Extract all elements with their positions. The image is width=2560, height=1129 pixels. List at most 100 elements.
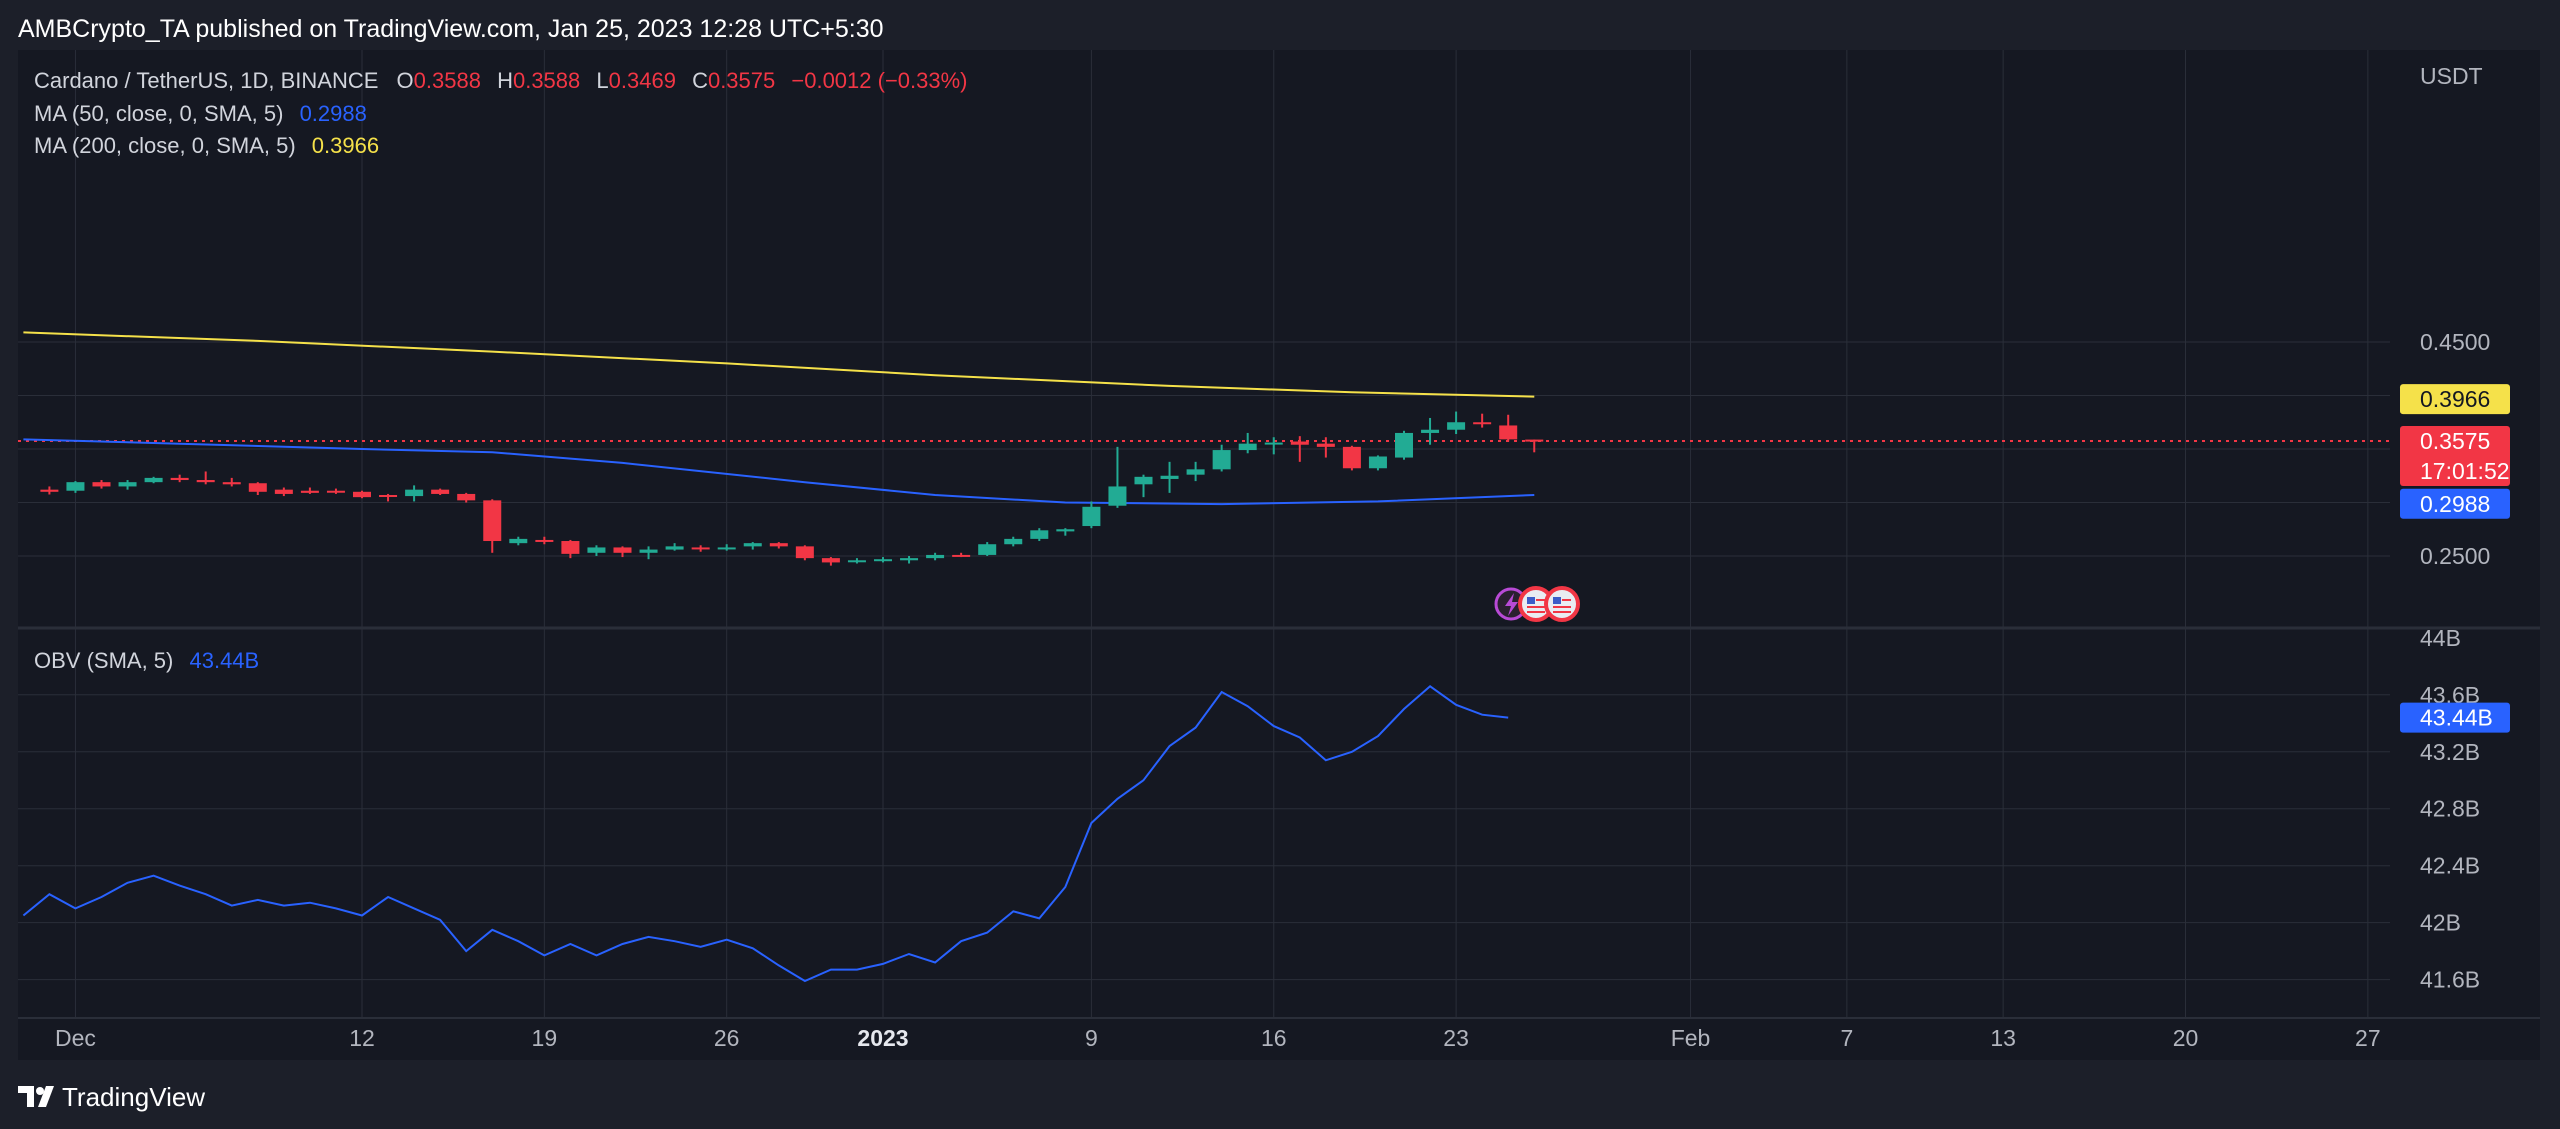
time-tick-label: 13 bbox=[1990, 1025, 2016, 1051]
legend-obv-label: OBV (SMA, 5) bbox=[34, 648, 173, 673]
candle bbox=[743, 542, 762, 550]
candle-body bbox=[222, 482, 241, 485]
obv-tag: 43.44B bbox=[2400, 702, 2510, 733]
obv-tick-label: 42.4B bbox=[2420, 853, 2480, 879]
candle-body bbox=[431, 489, 450, 494]
candle bbox=[405, 485, 424, 502]
candle-body bbox=[248, 483, 267, 492]
candle-body bbox=[326, 490, 345, 493]
ma200-tag: 0.3966 bbox=[2400, 384, 2510, 415]
candle-body bbox=[587, 547, 606, 553]
candle bbox=[326, 488, 345, 494]
candle-body bbox=[900, 558, 919, 561]
event-icons[interactable] bbox=[1494, 586, 1580, 622]
legend-main[interactable]: Cardano / TetherUS, 1D, BINANCE O0.3588 … bbox=[34, 68, 968, 93]
candle-body bbox=[379, 495, 398, 498]
legend-o-label: O bbox=[397, 68, 414, 93]
ma50-line bbox=[23, 438, 1535, 506]
tradingview-logo[interactable]: TradingView bbox=[18, 1082, 205, 1112]
candle-body bbox=[1525, 439, 1544, 442]
legend-ma200[interactable]: MA (200, close, 0, SMA, 5) 0.3966 bbox=[34, 133, 379, 158]
candle bbox=[1082, 501, 1101, 529]
candle bbox=[379, 493, 398, 502]
candle-body bbox=[1082, 506, 1101, 527]
price-axis[interactable]: 0.4500 0.2500 bbox=[2420, 329, 2490, 569]
candle-body bbox=[639, 549, 658, 553]
obv-layer bbox=[22, 685, 1509, 983]
candle bbox=[196, 471, 215, 485]
obv-tick-label: 42B bbox=[2420, 910, 2461, 936]
axis-tags: 0.3966 0.3575 17:01:52 0.2988 43.44B bbox=[2400, 384, 2510, 733]
candle bbox=[978, 542, 997, 556]
candle bbox=[66, 481, 85, 493]
candle-body bbox=[1108, 486, 1127, 506]
price-tick-label: 0.4500 bbox=[2420, 329, 2490, 355]
obv-tick-label: 44B bbox=[2420, 625, 2461, 651]
candle bbox=[795, 545, 814, 561]
candle bbox=[587, 545, 606, 556]
ma200-tag-text: 0.3966 bbox=[2420, 386, 2490, 412]
candle bbox=[874, 557, 892, 563]
time-tick-label: 7 bbox=[1840, 1025, 1853, 1051]
legend-ma50-value: 0.2988 bbox=[300, 101, 367, 126]
legend-ma200-value: 0.3966 bbox=[312, 133, 379, 158]
candle-body bbox=[1342, 446, 1361, 469]
us-flag-event-icon[interactable] bbox=[1544, 586, 1580, 622]
candle bbox=[248, 482, 267, 496]
candle-body bbox=[1004, 538, 1023, 545]
candle bbox=[144, 476, 163, 484]
candle bbox=[639, 546, 658, 560]
candle bbox=[118, 480, 137, 490]
candle bbox=[457, 492, 476, 503]
candle bbox=[1473, 413, 1492, 428]
candle bbox=[1499, 414, 1518, 442]
candle bbox=[1056, 528, 1075, 536]
candle bbox=[170, 474, 189, 483]
time-tick-label: 2023 bbox=[857, 1025, 908, 1051]
candle-body bbox=[665, 546, 684, 550]
footer-brand: TradingView bbox=[62, 1082, 205, 1112]
candle bbox=[1108, 446, 1127, 508]
candle bbox=[613, 546, 632, 558]
candle-body bbox=[1447, 422, 1466, 430]
last-price-tag-bg bbox=[2400, 425, 2510, 486]
obv-line bbox=[22, 685, 1509, 983]
candle bbox=[900, 556, 919, 564]
candle-body bbox=[66, 482, 85, 491]
legend-ma50[interactable]: MA (50, close, 0, SMA, 5) 0.2988 bbox=[34, 101, 367, 126]
legend-l-value: 0.3469 bbox=[609, 68, 676, 93]
legend-obv[interactable]: OBV (SMA, 5) 43.44B bbox=[34, 648, 259, 673]
time-tick-label: 23 bbox=[1443, 1025, 1469, 1051]
legend-symbol: Cardano / TetherUS, 1D, BINANCE bbox=[34, 68, 378, 93]
ma200-line bbox=[23, 331, 1535, 398]
candle-body bbox=[795, 546, 814, 559]
candle-body bbox=[1499, 425, 1518, 440]
candle-body bbox=[196, 480, 215, 483]
candle bbox=[665, 543, 684, 551]
last-price-tag-text: 0.3575 bbox=[2420, 428, 2490, 454]
candle-body bbox=[118, 482, 137, 487]
candle-body bbox=[483, 500, 502, 542]
candle-body bbox=[1421, 429, 1440, 433]
candle bbox=[1447, 411, 1466, 435]
time-tick-label: Dec bbox=[55, 1025, 96, 1051]
time-axis[interactable]: Dec 12 19 26 2023 9 16 23 Feb 7 13 20 27 bbox=[55, 1025, 2381, 1051]
candle bbox=[1395, 430, 1413, 460]
candle bbox=[847, 558, 866, 564]
candle-body bbox=[561, 541, 580, 554]
candle-body bbox=[691, 547, 710, 550]
candle bbox=[1525, 439, 1544, 453]
candle bbox=[1368, 455, 1387, 471]
candle-body bbox=[821, 558, 840, 563]
time-tick-label: 16 bbox=[1261, 1025, 1287, 1051]
ma200-tag-bg bbox=[2400, 384, 2510, 415]
candle bbox=[1004, 536, 1023, 547]
time-tick-label: 26 bbox=[714, 1025, 740, 1051]
tradingview-logo-icon bbox=[18, 1086, 54, 1107]
price-axis-unit: USDT bbox=[2420, 63, 2483, 89]
legend-ma200-label: MA (200, close, 0, SMA, 5) bbox=[34, 133, 296, 158]
candle bbox=[1030, 528, 1049, 542]
obv-tick-label: 41.6B bbox=[2420, 967, 2480, 993]
time-tick-label: 20 bbox=[2173, 1025, 2199, 1051]
